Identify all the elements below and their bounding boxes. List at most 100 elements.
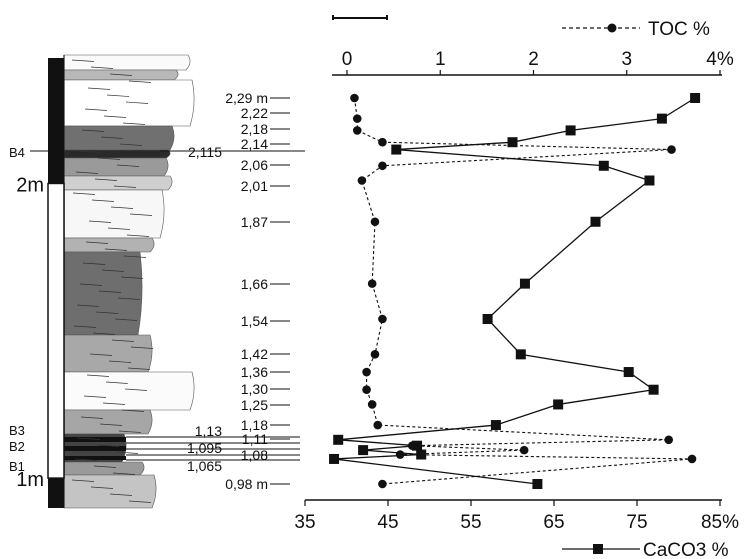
lithology-hatch bbox=[85, 241, 109, 244]
lithology-hatch bbox=[98, 290, 122, 293]
lithology-hatch bbox=[94, 178, 118, 181]
lithology-hatch bbox=[96, 444, 120, 447]
lithology-hatch bbox=[106, 94, 130, 97]
lithology-hatch bbox=[130, 346, 154, 349]
caco3-point bbox=[532, 479, 543, 489]
legend-caco3-marker bbox=[593, 544, 603, 554]
lithology-hatch bbox=[120, 276, 144, 279]
lithology-hatch bbox=[84, 108, 108, 111]
lithology-hatch bbox=[115, 451, 139, 454]
lithology-layer bbox=[63, 237, 155, 253]
lithology-hatch bbox=[93, 465, 117, 468]
lithology-hatch bbox=[102, 402, 126, 405]
lithology-hatch bbox=[118, 430, 142, 433]
lithology-hatch bbox=[119, 143, 143, 146]
toc-point bbox=[352, 126, 362, 135]
toc-point bbox=[667, 145, 676, 154]
lithology-hatch bbox=[111, 339, 135, 342]
toc-line bbox=[353, 97, 693, 485]
toc-point bbox=[362, 385, 371, 395]
depth-label: 1,36 bbox=[241, 364, 268, 380]
depth-label: 2,14 bbox=[241, 136, 268, 152]
lithology-hatch bbox=[71, 59, 95, 62]
lithology-hatch bbox=[75, 171, 99, 174]
lithology-hatch bbox=[73, 325, 97, 328]
toc-point bbox=[370, 350, 380, 359]
lithology-hatch bbox=[90, 486, 114, 489]
lithology-hatch bbox=[90, 66, 114, 69]
lithology-layer bbox=[63, 474, 157, 509]
toc-point bbox=[378, 161, 387, 171]
lithology-hatch bbox=[99, 423, 123, 426]
toc-point bbox=[687, 454, 697, 464]
lithology-hatch bbox=[89, 353, 113, 356]
bed-band bbox=[64, 446, 126, 451]
caco3-point bbox=[490, 420, 501, 431]
caco3-point bbox=[416, 449, 427, 460]
toc-tick-label: 1 bbox=[435, 49, 446, 70]
scale-label: 1m bbox=[16, 469, 44, 491]
lithology-hatch bbox=[109, 73, 133, 76]
lithology-hatch bbox=[101, 269, 125, 272]
lithology-hatch bbox=[107, 227, 131, 230]
legend-toc-marker bbox=[607, 23, 617, 33]
lithology-hatch bbox=[113, 185, 137, 188]
lithology-hatch bbox=[114, 318, 138, 321]
lithology-hatch bbox=[105, 381, 129, 384]
toc-point bbox=[367, 400, 377, 409]
depth-label: 2,01 bbox=[241, 178, 268, 194]
lithology-layer bbox=[63, 54, 191, 71]
toc-point bbox=[378, 314, 387, 324]
lithology-layer bbox=[63, 189, 165, 239]
scale-bar-segment bbox=[48, 478, 64, 508]
depth-label: 1,66 bbox=[241, 276, 268, 292]
caco3-point bbox=[690, 93, 701, 103]
legend: TOC % CaCO3 % bbox=[562, 19, 729, 559]
lithology-hatch bbox=[110, 206, 134, 209]
caco3-point bbox=[598, 160, 609, 171]
depth-label: 2,18 bbox=[241, 121, 268, 137]
lithology-layer bbox=[63, 409, 153, 435]
lithology-hatch bbox=[77, 437, 101, 440]
lithology-hatch bbox=[83, 395, 107, 398]
depth-label-left: 1,065 bbox=[187, 458, 222, 474]
legend-caco3-label: CaCO3 % bbox=[643, 540, 729, 559]
toc-series bbox=[350, 93, 697, 489]
caco3-tick-label: 75 bbox=[626, 512, 647, 533]
lithology-hatch bbox=[87, 87, 111, 90]
caco3-point bbox=[590, 216, 601, 227]
lithology-hatch bbox=[121, 409, 145, 412]
toc-tick-label: 2 bbox=[528, 49, 539, 70]
caco3-point bbox=[358, 445, 369, 456]
lithology-hatch bbox=[81, 129, 105, 132]
lithology-hatch bbox=[91, 199, 115, 202]
toc-point bbox=[395, 450, 405, 459]
depth-label: 2,29 m bbox=[225, 90, 268, 106]
depth-label: 1,42 bbox=[241, 346, 268, 362]
caco3-tick-label: 85% bbox=[701, 512, 739, 533]
caco3-point bbox=[648, 384, 659, 395]
toc-point bbox=[519, 445, 529, 455]
scale-bar-segment bbox=[47, 182, 65, 479]
depth-label: 1,87 bbox=[241, 214, 268, 230]
caco3-point bbox=[519, 278, 530, 289]
depth-label: 1,11 bbox=[242, 431, 268, 447]
lithology-hatch bbox=[129, 213, 153, 216]
lithology-hatch bbox=[103, 115, 127, 118]
lithology-hatch bbox=[108, 360, 132, 363]
bed-band bbox=[64, 456, 126, 460]
caco3-line bbox=[333, 97, 696, 485]
lithology-hatch bbox=[71, 479, 95, 482]
bed-label: B3 bbox=[9, 423, 25, 438]
lithology-hatch bbox=[74, 458, 98, 461]
toc-point bbox=[373, 420, 383, 430]
lithology-hatch bbox=[128, 500, 152, 503]
lithology-hatch bbox=[79, 283, 103, 286]
depth-scale-bar: 2m 1m bbox=[16, 15, 388, 508]
lithology-hatch bbox=[76, 304, 100, 307]
toc-tick-label: 4% bbox=[706, 49, 734, 70]
lithology-layer bbox=[63, 157, 169, 177]
toc-tick-label: 3 bbox=[621, 49, 632, 70]
